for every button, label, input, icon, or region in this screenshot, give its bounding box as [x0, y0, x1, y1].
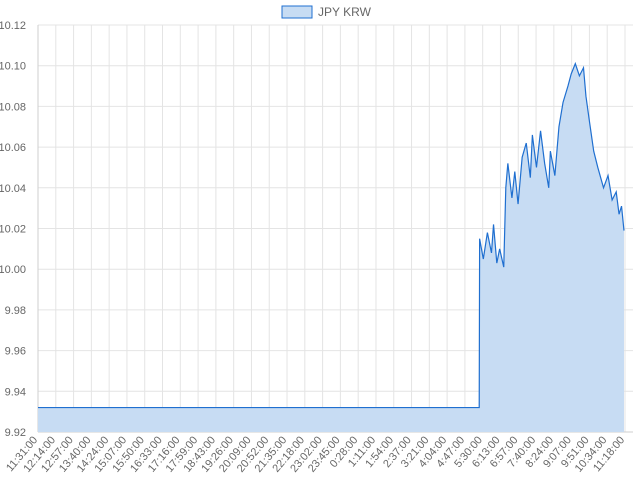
- series-line: [38, 61, 625, 409]
- y-tick-label: 10.00: [0, 264, 26, 276]
- series-line-path: [38, 61, 625, 409]
- y-tick-label: 10.02: [0, 224, 26, 236]
- legend-swatch: [281, 5, 313, 19]
- y-tick-label: 9.94: [5, 386, 26, 398]
- legend[interactable]: JPY KRW: [281, 5, 372, 19]
- y-tick-label: 10.10: [0, 61, 26, 73]
- series-area-fill: [38, 63, 624, 432]
- series-area: [38, 63, 624, 432]
- y-axis: 10.12 10.10 10.08 10.06 10.04 10.02 10.00 9.98 9…: [0, 20, 26, 439]
- y-tick-label: 10.06: [0, 142, 26, 154]
- y-tick-label: 9.98: [5, 305, 26, 317]
- legend-label: JPY KRW: [318, 5, 372, 19]
- y-tick-label: 9.92: [5, 427, 26, 439]
- x-axis: 11:31:0012:14:0012:57:0013:40:0014:24:00…: [4, 434, 627, 475]
- y-tick-label: 10.12: [0, 20, 26, 32]
- y-tick-label: 10.04: [0, 183, 26, 195]
- y-tick-label: 9.96: [5, 346, 26, 358]
- y-tick-label: 10.08: [0, 101, 26, 113]
